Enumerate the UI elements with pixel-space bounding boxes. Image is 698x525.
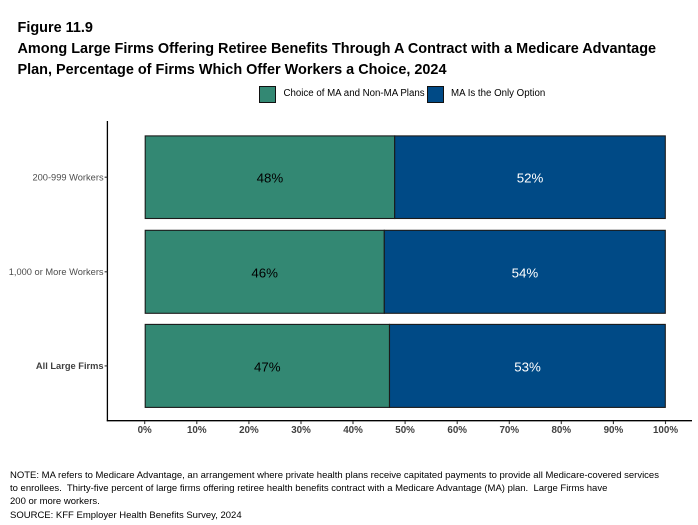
svg-text:1,000 or More Workers: 1,000 or More Workers	[9, 267, 104, 277]
svg-text:100%: 100%	[653, 425, 678, 436]
svg-text:50%: 50%	[395, 425, 415, 436]
svg-text:52%: 52%	[517, 171, 544, 186]
svg-text:48%: 48%	[257, 171, 284, 186]
svg-text:46%: 46%	[251, 265, 278, 280]
svg-text:20%: 20%	[239, 425, 259, 436]
svg-text:0%: 0%	[138, 425, 152, 436]
svg-text:80%: 80%	[551, 425, 571, 436]
svg-text:70%: 70%	[499, 425, 519, 436]
svg-text:54%: 54%	[512, 265, 539, 280]
svg-text:40%: 40%	[343, 425, 363, 436]
svg-text:53%: 53%	[514, 359, 541, 374]
svg-text:60%: 60%	[447, 425, 467, 436]
svg-text:200-999 Workers: 200-999 Workers	[32, 173, 103, 183]
svg-text:30%: 30%	[291, 425, 311, 436]
svg-text:47%: 47%	[254, 359, 281, 374]
svg-text:90%: 90%	[604, 425, 624, 436]
svg-text:All Large Firms: All Large Firms	[36, 361, 104, 371]
svg-text:10%: 10%	[187, 425, 207, 436]
